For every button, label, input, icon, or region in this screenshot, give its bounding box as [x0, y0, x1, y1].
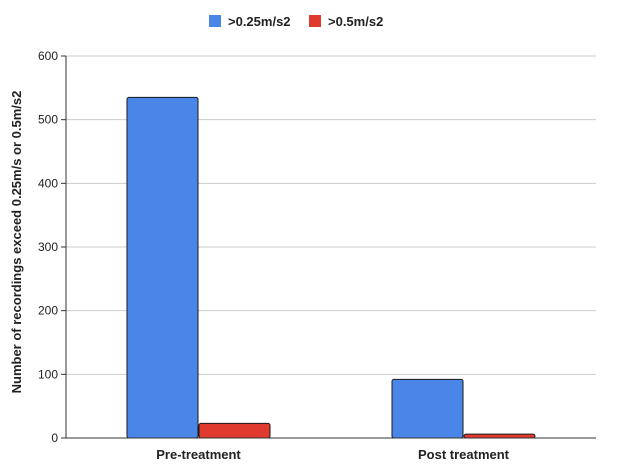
y-tick-label: 0	[51, 431, 58, 445]
y-tick-label: 300	[38, 240, 58, 254]
bars	[126, 96, 536, 439]
bar-series-1-post	[391, 378, 464, 439]
legend-label: >0.25m/s2	[228, 14, 291, 29]
bar-series-2-post	[463, 433, 536, 439]
x-axis-categories: Pre-treatment Post treatment	[156, 447, 509, 462]
x-category-label: Pre-treatment	[156, 447, 241, 462]
legend-swatch	[309, 15, 321, 27]
y-axis-ticks: 0 100 200 300 400 500 600	[38, 49, 66, 445]
x-category-label: Post treatment	[418, 447, 510, 462]
legend-label: >0.5m/s2	[328, 14, 383, 29]
y-axis-title: Number of recordings exceed 0.25m/s or 0…	[9, 91, 24, 394]
bar-series-2-pre	[198, 422, 271, 439]
y-tick-label: 600	[38, 49, 58, 63]
y-tick-label: 500	[38, 113, 58, 127]
y-tick-label: 400	[38, 176, 58, 190]
legend: >0.25m/s2 >0.5m/s2	[209, 14, 383, 29]
y-tick-label: 100	[38, 367, 58, 381]
bar-series-1-pre	[126, 96, 199, 439]
y-tick-label: 200	[38, 304, 58, 318]
legend-swatch	[209, 15, 221, 27]
